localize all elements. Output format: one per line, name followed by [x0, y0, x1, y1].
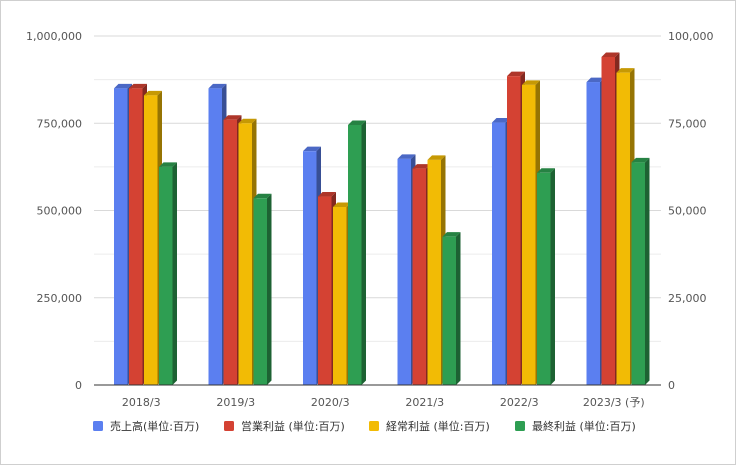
bar-top: [397, 154, 416, 159]
bar-side: [550, 168, 555, 385]
bar-top: [303, 146, 321, 152]
bar-front: [318, 196, 332, 385]
legend-item: 営業利益 (単位:百万): [224, 419, 345, 433]
y-left-tick-label: 750,000: [37, 117, 83, 130]
bar-side: [172, 162, 177, 385]
bar-top: [631, 157, 650, 163]
bar-side: [645, 157, 650, 385]
bar: [159, 162, 177, 385]
legend-swatch: [224, 421, 234, 431]
legend-swatch: [369, 421, 379, 431]
bar-front: [412, 168, 426, 385]
legend-label: 営業利益 (単位:百万): [241, 419, 345, 433]
y-right-tick-label: 75,000: [668, 117, 707, 130]
x-tick-label: 2018/3: [122, 396, 161, 409]
bar-front: [333, 207, 347, 385]
bar-top: [522, 80, 540, 85]
bar-top: [492, 118, 510, 123]
bar-front: [631, 162, 645, 385]
bar-front: [303, 151, 317, 385]
bar: [442, 232, 461, 385]
bar-front: [616, 72, 630, 386]
bar-front: [114, 88, 128, 385]
bar: [537, 168, 555, 385]
bar-top: [253, 193, 272, 199]
y-left-tick-label: 500,000: [37, 205, 83, 218]
bar-front: [522, 84, 536, 386]
legend-item: 最終利益 (単位:百万): [515, 419, 636, 433]
bar-top: [537, 168, 555, 173]
bar-top: [412, 164, 431, 169]
bar-front: [507, 76, 521, 385]
bar-front: [253, 198, 267, 385]
bar-side: [456, 232, 461, 385]
bar-top: [144, 90, 162, 96]
bar-front: [601, 56, 615, 385]
y-right-tick-label: 100,000: [668, 30, 714, 43]
y-right-tick-label: 50,000: [668, 205, 707, 218]
bar-top: [333, 202, 351, 208]
bar-front: [537, 172, 551, 385]
bar-top: [507, 71, 525, 77]
x-tick-label: 2023/3 (予): [583, 396, 645, 409]
bar: [348, 120, 366, 386]
y-left-tick-label: 250,000: [37, 292, 83, 305]
bar-top: [129, 83, 147, 89]
y-left-tick-label: 1,000,000: [26, 30, 82, 43]
bar-front: [238, 123, 252, 385]
bar-front: [427, 159, 441, 385]
bar-top: [586, 77, 605, 83]
x-tick-label: 2019/3: [216, 396, 255, 409]
bar-front: [397, 158, 411, 385]
legend-item: 売上高(単位:百万): [93, 419, 199, 433]
bar-top: [442, 232, 461, 237]
bar-front: [492, 122, 506, 385]
bar: [253, 193, 272, 385]
legend-swatch: [93, 421, 103, 431]
bar-top: [159, 162, 177, 167]
y-right-tick-label: 25,000: [668, 292, 707, 305]
legend-item: 経常利益 (単位:百万): [369, 419, 490, 433]
bar-top: [601, 52, 620, 57]
bar-top: [318, 192, 336, 197]
bar-side: [267, 193, 272, 385]
bar-front: [208, 88, 222, 385]
bar-side: [361, 120, 366, 386]
bar-top: [238, 118, 257, 124]
legend-label: 売上高(単位:百万): [110, 419, 199, 433]
bar-top: [348, 120, 366, 125]
bar-front: [586, 82, 600, 386]
bar-front: [348, 124, 362, 386]
bar-front: [159, 166, 173, 385]
x-tick-label: 2021/3: [405, 396, 444, 409]
legend-label: 経常利益 (単位:百万): [386, 419, 490, 433]
bar-front: [223, 119, 237, 385]
x-tick-label: 2020/3: [311, 396, 350, 409]
bar: [631, 157, 650, 385]
y-left-tick-label: 0: [75, 379, 82, 392]
bar-top: [208, 83, 227, 89]
bar-front: [442, 236, 456, 385]
legend-swatch: [515, 421, 525, 431]
bar-front: [129, 88, 143, 385]
x-tick-label: 2022/3: [500, 396, 539, 409]
bar-top: [223, 115, 242, 120]
legend-label: 最終利益 (単位:百万): [532, 419, 636, 433]
y-right-tick-label: 0: [668, 379, 675, 392]
bar-front: [144, 95, 158, 385]
bar-top: [616, 68, 635, 73]
bar-top: [114, 83, 132, 89]
bar-top: [427, 155, 446, 160]
